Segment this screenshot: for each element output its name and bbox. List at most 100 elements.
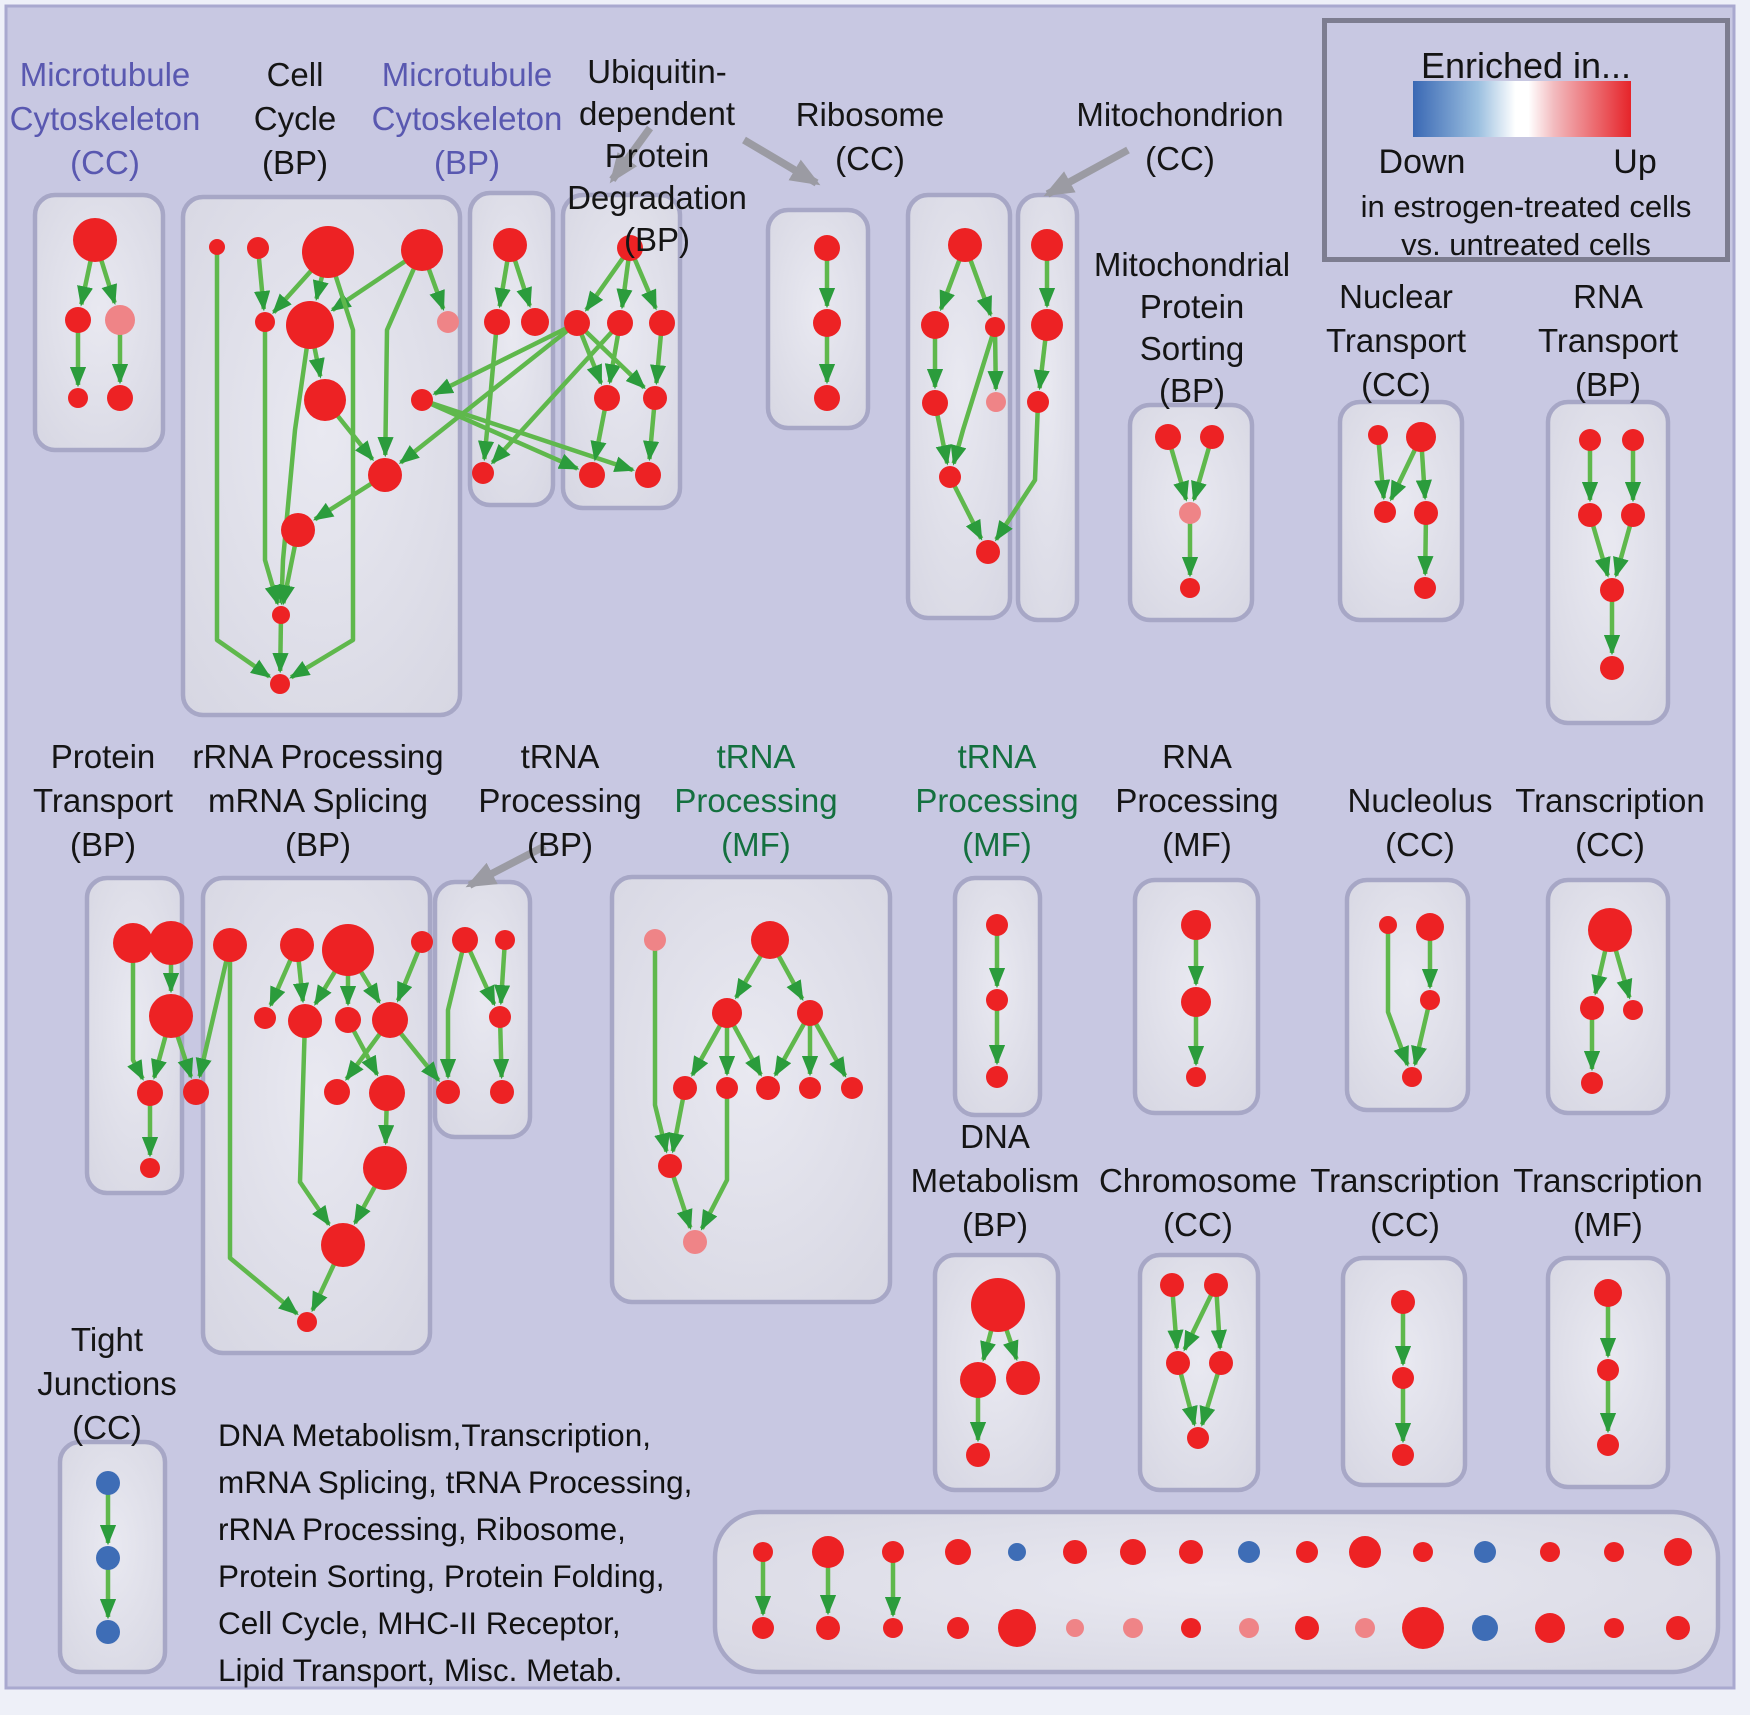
go-term-node [1604,1618,1624,1638]
cluster-label-mitochondrion-cc: Mitochondrion (CC) [1076,96,1283,177]
go-term-node [579,462,605,488]
label-pointer-arrow [742,136,821,187]
cluster-label-dna-metabolism-bp: DNA Metabolism (BP) [911,1118,1080,1243]
go-term-node [1391,1290,1415,1314]
hierarchy-edge [289,251,356,680]
go-term-node [1181,987,1211,1017]
go-term-node [883,1618,903,1638]
hierarchy-edge [994,401,1041,542]
hierarchy-edge [1374,434,1391,501]
go-term-node [1368,425,1388,445]
go-term-node [564,310,590,336]
go-term-node [1349,1536,1381,1568]
go-term-node [1420,990,1440,1010]
hierarchy-edge [272,614,289,674]
legend-note-line2: vs. untreated cells [1401,227,1651,262]
go-term-node [1031,309,1063,341]
go-term-node [617,235,643,261]
go-term-node [297,1312,317,1332]
go-term-node [812,1536,844,1568]
cluster-box-transcription-cc-upper [1545,877,1671,1116]
go-term-node [1181,1618,1201,1638]
hierarchy-edge [262,322,281,606]
go-term-node [521,308,549,336]
go-term-node [797,1000,823,1026]
go-term-node [1166,1351,1190,1375]
legend-down-label: Down [1378,143,1466,181]
go-term-node [489,1006,511,1028]
legend-title: Enriched in... [1420,45,1632,86]
go-term-node [607,310,633,336]
go-term-node [149,921,193,965]
go-term-node [1209,1351,1233,1375]
go-term-node [649,310,675,336]
hierarchy-edge [227,945,299,1316]
cluster-label-trna-processing-bp: tRNA Processing (BP) [478,738,641,863]
go-term-node [960,1362,996,1398]
cluster-label-ubiquitin-degradation-bp: Ubiquitin-dependent Protein Degradation (BP… [567,53,747,258]
hierarchy-edge [1385,925,1410,1067]
go-term-node [1179,1540,1203,1564]
go-term-node [1579,429,1601,451]
cluster-label-rrna-processing-mrna-splicing-bp: rRNA Processing mRNA Splicing (BP) [192,738,443,863]
go-term-node [986,1066,1008,1088]
go-term-node [814,235,840,261]
go-term-node [96,1546,120,1570]
go-term-node [65,307,91,333]
cluster-label-nuclear-transport-cc: Nuclear Transport (CC) [1326,278,1466,403]
cluster-label-cell-cycle-bp: Cell Cycle (BP) [254,56,337,181]
go-term-node [1181,910,1211,940]
go-term-node [137,1080,163,1106]
go-term-node [1295,1616,1319,1640]
legend-box: Enriched in... Down Up in estrogen-treat… [1322,18,1730,262]
go-term-node [254,1007,276,1029]
go-term-node [1406,422,1436,452]
hierarchy-edge [477,321,500,462]
go-term-node [255,312,275,332]
go-term-node [472,462,494,484]
cluster-label-transcription-cc-lower: Transcription (CC) [1310,1162,1500,1243]
hierarchy-edge [273,324,313,606]
go-term-node [998,1609,1036,1647]
cluster-label-rna-transport-bp: RNA Transport (BP) [1538,278,1678,403]
go-term-node [1379,916,1397,934]
cluster-label-mitochondrial-protein-sorting-bp: Mitochondrial Protein Sorting (BP) [1094,246,1290,409]
go-term-node [1622,429,1644,451]
go-term-node [1027,391,1049,413]
go-term-node [1600,578,1624,602]
cluster-label-trna-processing-mf-1: tRNA Processing (MF) [674,738,837,863]
go-term-node [1031,229,1063,261]
go-term-node [288,1004,322,1038]
go-term-node [948,228,982,262]
go-term-node [673,1076,697,1100]
go-term-node [882,1541,904,1563]
hierarchy-edge [439,939,468,1080]
go-term-node [1200,425,1224,449]
hierarchy-edge [297,1020,331,1227]
go-term-node [272,606,290,624]
shared-terms-line: Cell Cycle, MHC-II Receptor, [218,1605,621,1641]
go-term-node [286,301,334,349]
hierarchy-edge [214,247,272,679]
go-term-node [302,226,354,278]
go-term-node [149,994,193,1038]
go-term-node [281,513,315,547]
go-term-node [484,309,510,335]
go-term-node [1597,1359,1619,1381]
go-term-node [107,385,133,411]
go-term-node [1540,1542,1560,1562]
go-term-node [966,1443,990,1467]
go-term-node [363,1146,407,1190]
go-term-node [1416,913,1444,941]
go-term-node [322,924,374,976]
hierarchy-edge [195,944,233,1079]
go-term-node [321,1223,365,1267]
go-term-node [1621,503,1645,527]
go-term-node [1578,503,1602,527]
cluster-label-ribosome-cc: Ribosome (CC) [796,96,945,177]
go-term-node [1187,1427,1209,1449]
go-term-node [986,392,1006,412]
go-term-node [1355,1618,1375,1638]
go-term-node [1063,1540,1087,1564]
